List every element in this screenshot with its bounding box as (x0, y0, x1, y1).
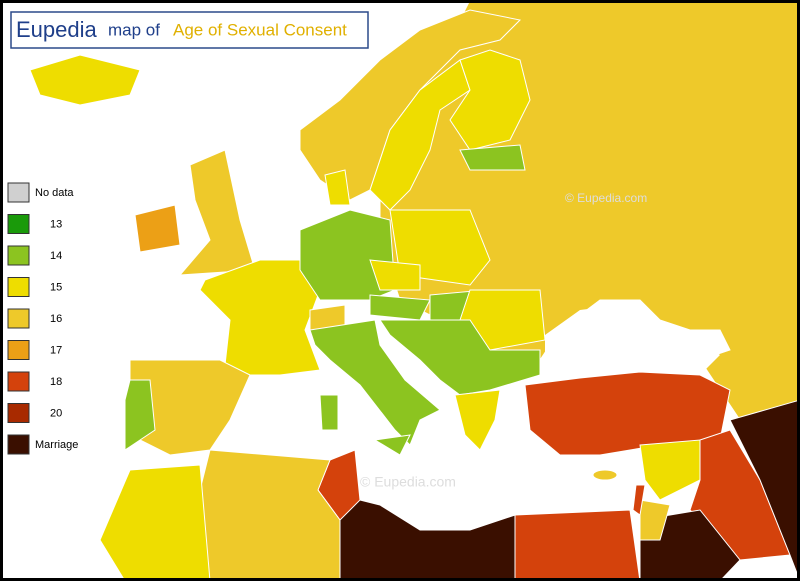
legend-swatch (7, 434, 30, 455)
denmark (324, 169, 351, 206)
title-frame (10, 11, 369, 49)
egypt (514, 509, 641, 581)
jordan (639, 499, 671, 541)
legend-label: No data (35, 187, 74, 199)
title-box: Eupedia map of Age of Sexual Consent (10, 11, 369, 49)
title-prefix: map of (108, 20, 160, 39)
legend-swatch (7, 182, 30, 203)
cyprus (592, 469, 618, 481)
legend-label: 14 (50, 250, 62, 262)
legend-label: 15 (50, 281, 62, 293)
legend-label: 16 (50, 313, 62, 325)
legend-label: 17 (50, 344, 62, 356)
sweden (369, 59, 471, 211)
legend-swatch (7, 308, 30, 329)
saudi-arabia (639, 509, 741, 581)
legend-label: 18 (50, 376, 62, 388)
romania (459, 289, 546, 351)
finland (449, 49, 531, 151)
legend-swatch (7, 245, 30, 266)
greece (454, 389, 501, 451)
iran (729, 399, 800, 581)
sicily (373, 434, 411, 456)
morocco (99, 464, 211, 581)
france (199, 259, 321, 376)
iceland (29, 54, 141, 106)
czechia (369, 259, 421, 291)
countries (29, 0, 800, 581)
brand: Eupedia (16, 17, 98, 42)
title: Age of Sexual Consent (173, 20, 347, 39)
syria (639, 439, 701, 501)
legend-label: 20 (50, 407, 62, 419)
sardinia (319, 394, 339, 431)
legend-swatch (7, 277, 30, 297)
legend-label: 13 (50, 218, 62, 230)
legend-swatch (7, 403, 30, 423)
black-sea (545, 305, 720, 380)
lebanon-israel (632, 484, 646, 516)
libya (339, 494, 516, 581)
legend-swatch (7, 340, 30, 360)
balkans (379, 319, 541, 396)
austria (369, 294, 431, 321)
legend-swatch (7, 214, 30, 234)
portugal (124, 379, 156, 451)
italy (309, 319, 441, 446)
uk (178, 149, 256, 276)
legend: No data 13 14 15 16 17 18 20 Marriage (7, 182, 78, 455)
watermark: © Eupedia.com (360, 474, 456, 490)
legend-swatch (7, 371, 30, 392)
legend-label: Marriage (35, 439, 78, 451)
estonia (459, 144, 526, 171)
ireland (134, 204, 181, 253)
watermark: © Eupedia.com (565, 191, 647, 205)
iraq (689, 429, 791, 561)
algeria (199, 449, 341, 581)
